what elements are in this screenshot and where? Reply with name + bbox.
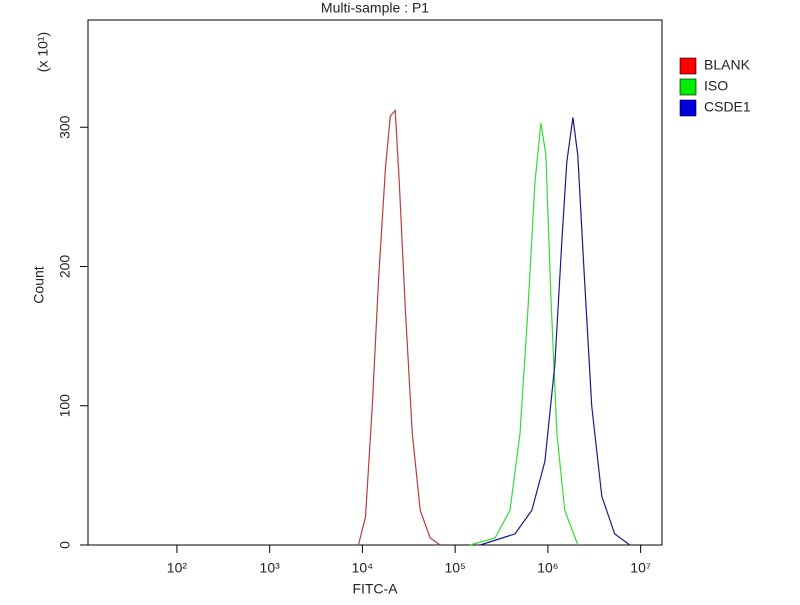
histogram-line (479, 117, 631, 546)
y-axis-label: Count (31, 266, 47, 303)
histogram-line (469, 123, 579, 546)
y-tick-label: 300 (57, 115, 73, 139)
legend-swatch (679, 57, 697, 75)
x-tick-label: 10⁶ (537, 560, 558, 576)
x-axis-label: FITC-A (352, 581, 398, 597)
legend-label: ISO (704, 78, 728, 94)
x-tick-label: 10³ (260, 560, 281, 576)
x-tick-label: 10² (167, 560, 188, 576)
y-tick-label: 100 (57, 394, 73, 418)
plot-frame (87, 19, 663, 546)
x-tick-label: 10⁵ (444, 560, 465, 576)
legend-label: BLANK (704, 57, 751, 73)
y-multiplier: (x 10¹) (35, 32, 51, 72)
y-tick-label: 200 (57, 255, 73, 279)
chart-title: Multi-sample : P1 (321, 0, 429, 16)
x-tick-label: 10⁷ (630, 560, 651, 576)
y-tick-label: 0 (57, 541, 73, 549)
x-tick-label: 10⁴ (352, 560, 374, 576)
legend-swatch (679, 99, 697, 117)
legend-swatch (679, 78, 697, 96)
histogram-line (357, 108, 441, 546)
legend-label: CSDE1 (704, 99, 751, 115)
